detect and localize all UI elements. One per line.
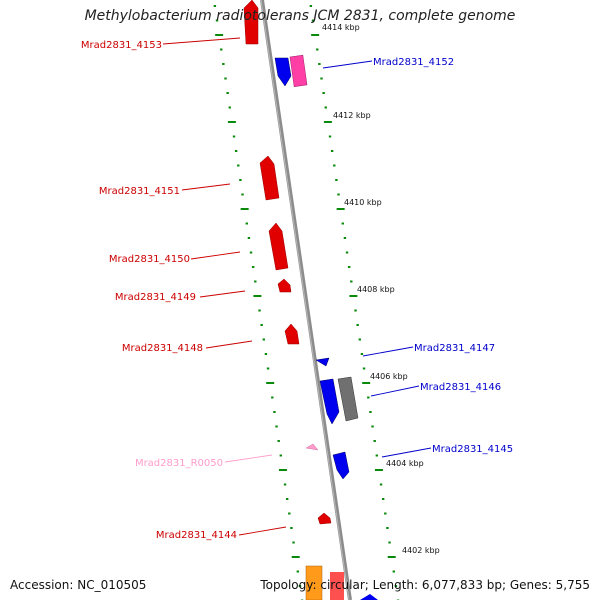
gene-feature-mrad2831-4149[interactable] <box>277 278 292 293</box>
gene-label-mrad2831-4151[interactable]: Mrad2831_4151 <box>99 186 180 197</box>
gene-feature-bottom-blue[interactable] <box>360 594 378 600</box>
gene-feature-mrad2831-4152-pink[interactable] <box>289 54 308 87</box>
tick-marks <box>213 5 400 600</box>
kbp-label-4412: 4412 kbp <box>333 111 371 120</box>
gene-feature-mrad2831-4144[interactable] <box>317 512 332 525</box>
gene-label-mrad2831-4146[interactable]: Mrad2831_4146 <box>420 382 501 393</box>
gene-label-mrad2831-4149[interactable]: Mrad2831_4149 <box>115 292 196 303</box>
accession-label: Accession: NC_010505 <box>10 578 147 592</box>
gene-feature-mrad2831-4151[interactable] <box>259 155 280 201</box>
gene-feature-mrad2831-4150[interactable] <box>268 222 289 271</box>
kbp-label-4408: 4408 kbp <box>357 285 395 294</box>
genome-backbone <box>260 0 352 600</box>
leader-lines <box>162 37 432 536</box>
gene-feature-mrad2831-4146[interactable] <box>319 378 340 425</box>
gene-feature-mrad2831-4145[interactable] <box>332 451 350 480</box>
kbp-label-4402: 4402 kbp <box>402 546 440 555</box>
gene-label-mrad2831-4153[interactable]: Mrad2831_4153 <box>81 40 162 51</box>
kbp-label-4410: 4410 kbp <box>344 198 382 207</box>
kbp-label-4414: 4414 kbp <box>322 23 360 32</box>
gene-label-mrad2831-r0050[interactable]: Mrad2831_R0050 <box>135 458 223 469</box>
gene-feature-mrad2831-4146-gray[interactable] <box>337 376 359 422</box>
gene-feature-mrad2831-4148[interactable] <box>284 323 300 345</box>
kbp-label-4404: 4404 kbp <box>386 459 424 468</box>
gene-feature-mrad2831-4153[interactable] <box>243 0 259 45</box>
kbp-label-4406: 4406 kbp <box>370 372 408 381</box>
gene-labels: Mrad2831_4153 Mrad2831_4152 Mrad2831_415… <box>81 40 513 541</box>
gene-label-mrad2831-4147[interactable]: Mrad2831_4147 <box>414 343 495 354</box>
map-title: Methylobacterium radiotolerans JCM 2831,… <box>84 8 516 24</box>
gene-label-mrad2831-4144[interactable]: Mrad2831_4144 <box>156 530 237 541</box>
gene-label-mrad2831-4152[interactable]: Mrad2831_4152 <box>373 57 454 68</box>
gene-feature-bottom-orange[interactable] <box>305 565 323 600</box>
gene-label-mrad2831-4148[interactable]: Mrad2831_4148 <box>122 343 203 354</box>
topology-label: Topology: circular; Length: 6,077,833 bp… <box>260 578 590 592</box>
gene-features <box>243 0 378 600</box>
gene-feature-bottom-red[interactable] <box>330 572 344 600</box>
gene-label-mrad2831-4145[interactable]: Mrad2831_4145 <box>432 444 513 455</box>
genome-backbone-highlight <box>260 0 350 600</box>
gene-feature-mrad2831-4152[interactable] <box>274 57 292 87</box>
gene-feature-mrad2831-4147[interactable] <box>315 357 330 367</box>
gene-feature-mrad2831-r0050[interactable] <box>305 443 319 451</box>
gene-label-mrad2831-4150[interactable]: Mrad2831_4150 <box>109 254 190 265</box>
